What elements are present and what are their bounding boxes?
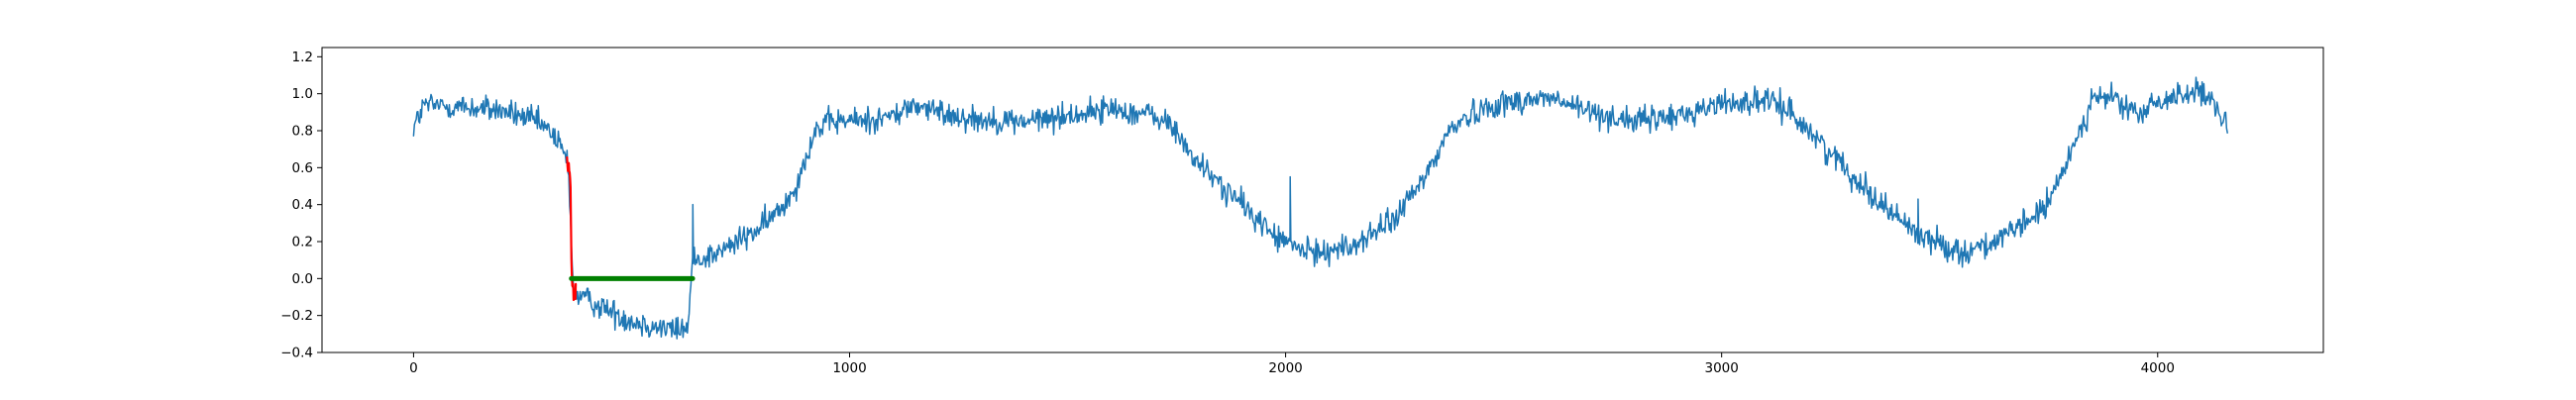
y-tick-label: −0.2 [280, 308, 313, 324]
y-tick-label: 0.6 [292, 160, 313, 176]
y-tick-label: 0.4 [292, 197, 313, 213]
series-line-1 [566, 155, 578, 302]
series-layer [412, 76, 2228, 340]
x-tick-label: 1000 [832, 360, 866, 376]
y-tick-label: 0.8 [292, 124, 313, 140]
y-tick-label: 0.0 [292, 271, 313, 287]
axes-layer: 0 1000 2000 3000 4000 −0.4 −0.2 0.0 0.2 0.4 0.6 0.8… [280, 50, 2175, 376]
plot-frame [321, 47, 2324, 353]
y-tick-label: 0.2 [292, 235, 313, 250]
y-tick-label: −0.4 [280, 346, 313, 361]
x-tick-label: 3000 [1705, 360, 1739, 376]
y-tick-label: 1.0 [292, 86, 313, 102]
x-tick-label: 2000 [1268, 360, 1302, 376]
y-tick-label: 1.2 [292, 50, 313, 65]
series-line-0 [412, 76, 2228, 340]
x-tick-label: 0 [409, 360, 418, 376]
x-tick-label: 4000 [2141, 360, 2175, 376]
